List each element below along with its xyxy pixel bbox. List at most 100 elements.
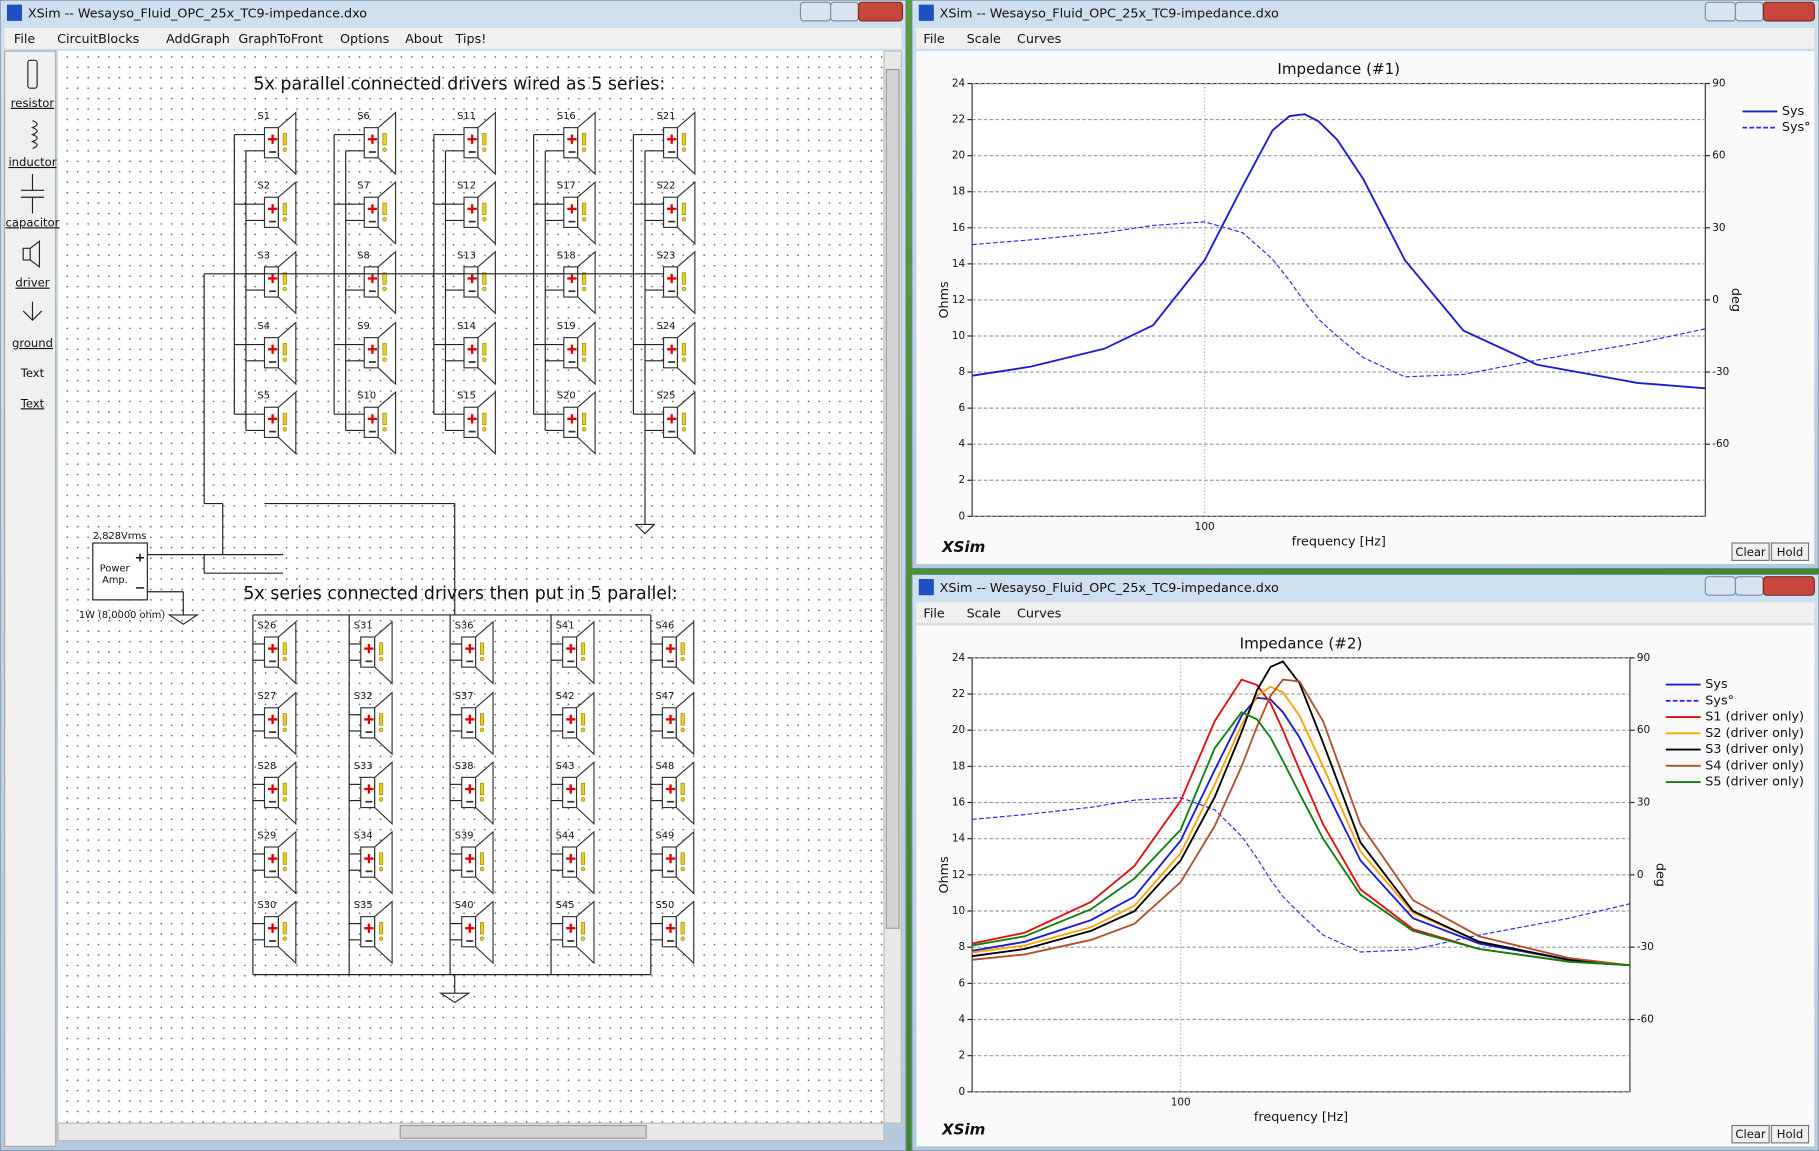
warning-icon	[580, 922, 585, 935]
scroll-thumb[interactable]	[399, 1124, 647, 1139]
driver-body	[263, 776, 279, 809]
y2-tick-label: 90	[1712, 78, 1725, 90]
y2-tick-label: -30	[1637, 941, 1654, 953]
tool-label[interactable]: resistor	[11, 96, 55, 110]
minimize-button[interactable]	[1704, 576, 1737, 596]
y2-tick-label: 60	[1712, 150, 1725, 162]
menu-item[interactable]: Scale	[967, 32, 1001, 47]
y-tick-label: 20	[952, 150, 965, 162]
driver-label: S7	[357, 181, 370, 192]
driver-cone	[675, 620, 695, 685]
driver-cone	[577, 111, 596, 176]
y-tick-label: 14	[952, 258, 966, 270]
graph-button-label[interactable]: Hold	[1777, 1127, 1803, 1141]
tool-label[interactable]: inductor	[8, 155, 56, 169]
driver-label: S26	[258, 620, 277, 631]
chart-title: Impedance (#1)	[1277, 60, 1400, 78]
maximize-button[interactable]	[1734, 1, 1764, 22]
y2-tick-label: 60	[1637, 724, 1650, 736]
driver-cone	[675, 900, 695, 965]
driver-cone	[577, 390, 596, 456]
legend-label: Sys	[1782, 104, 1805, 119]
warning-icon	[482, 202, 487, 215]
warning-icon	[681, 133, 686, 146]
menu-item[interactable]: CircuitBlocks	[57, 32, 140, 47]
warning-icon	[282, 202, 287, 215]
driver-cone	[277, 390, 297, 456]
menu-item[interactable]: Options	[340, 32, 390, 47]
menu-item[interactable]: AddGraph	[166, 32, 230, 47]
warning-dot	[378, 656, 384, 662]
driver-cone	[475, 830, 494, 895]
minimize-button[interactable]	[1704, 1, 1737, 22]
driver-body	[263, 337, 279, 369]
warning-icon	[282, 852, 287, 865]
menu-item[interactable]: Tips!	[455, 32, 487, 47]
tool-label[interactable]: ground	[12, 336, 53, 350]
driver-cone	[374, 761, 393, 826]
driver-cone	[377, 321, 397, 386]
maximize-button[interactable]	[1734, 576, 1764, 596]
brand: XSim	[941, 538, 985, 556]
tool-label[interactable]: driver	[15, 276, 49, 290]
driver-cone	[575, 830, 595, 895]
driver-label: S6	[357, 111, 370, 122]
legend-label: Sys°	[1705, 693, 1734, 708]
menu-item[interactable]: Curves	[1017, 32, 1062, 47]
warning-icon	[580, 642, 585, 655]
tool-label[interactable]: capacitor	[6, 215, 60, 229]
driver-label: S44	[556, 830, 575, 841]
warning-dot	[681, 357, 687, 362]
menu-item[interactable]: Scale	[967, 606, 1001, 621]
graph-button-label[interactable]: Clear	[1735, 1127, 1766, 1141]
tool-label[interactable]: Text	[20, 366, 45, 380]
menu-item[interactable]: File	[923, 606, 944, 621]
warning-icon	[582, 272, 587, 285]
close-button[interactable]	[1762, 1, 1815, 22]
tool-label[interactable]: Text	[20, 396, 45, 410]
graph-button[interactable]	[1770, 542, 1810, 561]
graph-button[interactable]	[1731, 542, 1770, 561]
menu-item[interactable]: About	[405, 32, 443, 47]
warning-icon	[379, 713, 384, 726]
menu-item[interactable]: File	[923, 32, 944, 47]
close-button[interactable]	[857, 1, 904, 22]
warning-icon	[282, 133, 287, 146]
graph-button-label[interactable]: Hold	[1777, 545, 1803, 559]
power-amp[interactable]	[92, 542, 148, 601]
ground-symbol	[438, 992, 471, 1004]
menu-item[interactable]: GraphToFront	[238, 32, 323, 47]
driver-label: S34	[354, 830, 373, 841]
driver-label: S36	[455, 620, 474, 631]
y-tick-label: 6	[959, 977, 966, 989]
y-tick-label: 22	[952, 114, 965, 126]
legend-label: Sys°	[1782, 120, 1811, 135]
graph-button[interactable]	[1770, 1124, 1810, 1144]
x-axis-label: frequency [Hz]	[1292, 534, 1386, 549]
scroll-thumb[interactable]	[885, 69, 900, 929]
window-title: XSim -- Wesayso_Fluid_OPC_25x_TC9-impeda…	[940, 6, 1279, 21]
menu-item[interactable]: File	[14, 32, 35, 47]
minimize-button[interactable]	[799, 1, 832, 22]
graph-button[interactable]	[1731, 1124, 1770, 1144]
driver-label: S10	[357, 391, 376, 402]
y-tick-label: 22	[952, 688, 965, 700]
driver-label: S27	[258, 691, 277, 702]
warning-icon	[382, 343, 387, 356]
warning-dot	[282, 357, 287, 362]
maximize-button[interactable]	[830, 1, 860, 22]
close-button[interactable]	[1762, 576, 1815, 596]
warning-icon	[479, 642, 485, 655]
warning-dot	[382, 357, 387, 362]
warning-dot	[680, 866, 685, 872]
resistor-icon	[27, 59, 38, 89]
driver-cone	[676, 390, 696, 456]
graph-button-label[interactable]: Clear	[1735, 545, 1766, 559]
driver-cone	[577, 180, 596, 245]
menu-item[interactable]: Curves	[1017, 606, 1062, 621]
warning-dot	[479, 936, 485, 941]
driver-body	[263, 127, 279, 159]
warning-icon	[479, 922, 485, 935]
driver-label: S42	[556, 691, 575, 702]
warning-dot	[581, 427, 587, 432]
